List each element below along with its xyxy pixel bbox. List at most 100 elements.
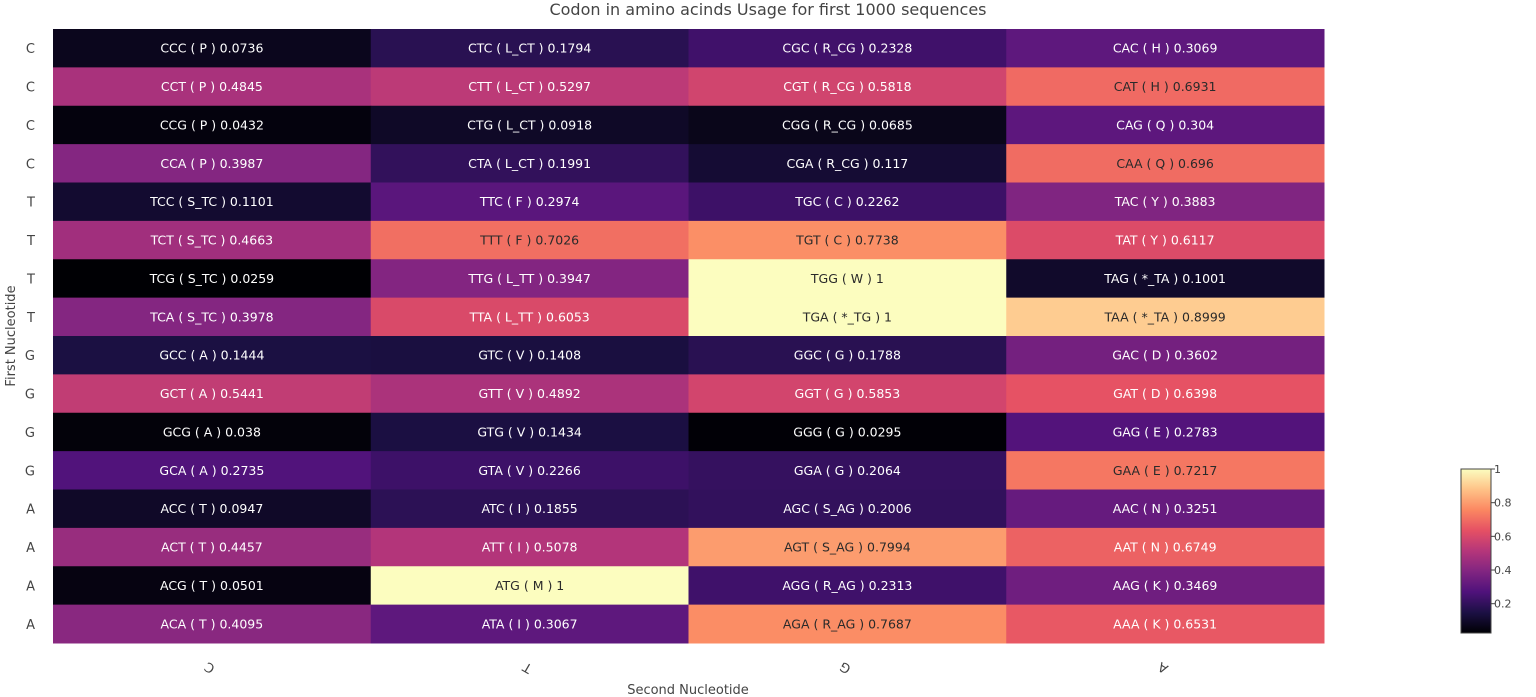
heatmap-cell <box>370 220 689 260</box>
cell-label: CTA ( L_CT ) 0.1991 <box>468 156 591 171</box>
heatmap-cell <box>1006 67 1325 107</box>
heatmap-cell <box>688 29 1007 68</box>
heatmap-cell <box>53 259 372 299</box>
cell-label: TCT ( S_TC ) 0.4663 <box>150 233 273 248</box>
y-tick-label: C <box>26 42 35 57</box>
heatmap-cell <box>53 336 372 375</box>
heatmap-cell <box>688 566 1007 606</box>
cell-label: CAG ( Q ) 0.304 <box>1116 117 1214 132</box>
heatmap-cell <box>1006 182 1325 222</box>
heatmap-cell <box>370 604 689 644</box>
colorbar-gradient <box>1460 468 1492 634</box>
cell-label: TGC ( C ) 0.2262 <box>794 194 899 209</box>
heatmap-cell <box>1006 259 1325 299</box>
heatmap-cell <box>688 336 1007 375</box>
cell-label: ATA ( I ) 0.3067 <box>482 616 578 631</box>
heatmap-cell <box>1006 527 1325 567</box>
cell-label: ACA ( T ) 0.4095 <box>161 616 264 631</box>
heatmap-cell <box>1006 489 1325 529</box>
x-tick-label: A <box>1156 658 1171 675</box>
cell-label: GTG ( V ) 0.1434 <box>477 424 582 439</box>
heatmap-cell <box>53 374 372 414</box>
cell-label: GAT ( D ) 0.6398 <box>1113 386 1217 401</box>
heatmap-cell <box>53 182 372 222</box>
cell-label: GAA ( E ) 0.7217 <box>1113 463 1217 478</box>
cell-label: CGG ( R_CG ) 0.0685 <box>782 117 913 132</box>
cell-label: TGA ( *_TG ) 1 <box>802 309 892 324</box>
heatmap-cell <box>53 105 372 145</box>
heatmap-cell <box>1006 105 1325 145</box>
cell-label: GCG ( A ) 0.038 <box>163 424 261 439</box>
heatmap-cell <box>53 29 372 68</box>
heatmap-cell <box>53 220 372 260</box>
heatmap-cell <box>53 489 372 529</box>
heatmap-cells <box>53 29 1325 644</box>
heatmap-cell <box>53 297 372 337</box>
heatmap-cell <box>370 566 689 606</box>
heatmap-cell <box>1006 451 1325 490</box>
cell-label: TTG ( L_TT ) 0.3947 <box>467 271 590 286</box>
cell-label: AAT ( N ) 0.6749 <box>1114 540 1217 555</box>
y-tick-label: A <box>26 618 35 633</box>
heatmap-cell <box>688 374 1007 414</box>
heatmap-cell <box>370 105 689 145</box>
colorbar-tick-label: 0.6 <box>1494 530 1512 543</box>
heatmap-cell <box>688 297 1007 337</box>
cell-label: GTC ( V ) 0.1408 <box>478 348 581 363</box>
cell-label: AAA ( K ) 0.6531 <box>1113 616 1217 631</box>
cell-label: GGA ( G ) 0.2064 <box>794 463 901 478</box>
cell-label: CCC ( P ) 0.0736 <box>160 41 263 56</box>
cell-label: TCC ( S_TC ) 0.1101 <box>149 194 274 209</box>
heatmap-cell <box>688 105 1007 145</box>
cell-label: TGG ( W ) 1 <box>810 271 884 286</box>
heatmap-cell <box>1006 29 1325 68</box>
heatmap-cell <box>53 67 372 107</box>
cell-label: CGT ( R_CG ) 0.5818 <box>783 79 911 94</box>
colorbar-ticks: 0.2 0.4 0.6 0.8 1 <box>1491 463 1512 611</box>
cell-label: GGC ( G ) 0.1788 <box>794 348 901 363</box>
cell-label: AGA ( R_AG ) 0.7687 <box>783 616 912 631</box>
heatmap-cell <box>688 67 1007 107</box>
heatmap-cell <box>688 451 1007 490</box>
cell-label: GAG ( E ) 0.2783 <box>1113 424 1218 439</box>
heatmap-cell <box>688 604 1007 644</box>
y-tick-label: T <box>26 272 35 287</box>
cell-label: ATT ( I ) 0.5078 <box>482 540 578 555</box>
heatmap-cell <box>688 220 1007 260</box>
heatmap-cell <box>1006 374 1325 414</box>
heatmap-cell <box>688 144 1007 183</box>
x-tick-label: G <box>838 658 854 676</box>
cell-label: CAT ( H ) 0.6931 <box>1114 79 1217 94</box>
heatmap-cell <box>53 144 372 183</box>
cell-label: GGG ( G ) 0.0295 <box>793 424 901 439</box>
cell-label: TTC ( F ) 0.2974 <box>479 194 580 209</box>
heatmap-cell <box>53 566 372 606</box>
y-tick-label: G <box>25 464 35 479</box>
y-tick-label: G <box>25 426 35 441</box>
heatmap-cell <box>370 451 689 490</box>
colorbar-tick-label: 0.4 <box>1494 564 1512 577</box>
heatmap-cell <box>1006 604 1325 644</box>
y-axis-ticks: C C C C T T T T G G G G A A A A <box>25 42 35 633</box>
cell-label: CTC ( L_CT ) 0.1794 <box>468 41 591 56</box>
y-tick-label: C <box>26 81 35 96</box>
colorbar-tick-label: 0.2 <box>1494 598 1512 611</box>
y-tick-label: A <box>26 579 35 594</box>
cell-label: CCA ( P ) 0.3987 <box>160 156 263 171</box>
cell-label: CAC ( H ) 0.3069 <box>1113 41 1218 56</box>
y-tick-label: G <box>25 388 35 403</box>
y-axis-title: First Nucleotide <box>4 285 19 386</box>
cell-label: CTT ( L_CT ) 0.5297 <box>468 79 591 94</box>
heatmap-cell <box>370 374 689 414</box>
cell-label: CCG ( P ) 0.0432 <box>160 117 264 132</box>
heatmap-cell <box>688 182 1007 222</box>
y-tick-label: G <box>25 349 35 364</box>
cell-label: ATC ( I ) 0.1855 <box>481 501 577 516</box>
heatmap-cell <box>370 259 689 299</box>
heatmap-cell <box>370 67 689 107</box>
chart-title: Codon in amino acinds Usage for first 10… <box>549 0 986 19</box>
y-tick-label: C <box>26 119 35 134</box>
x-tick-label: T <box>521 659 536 676</box>
